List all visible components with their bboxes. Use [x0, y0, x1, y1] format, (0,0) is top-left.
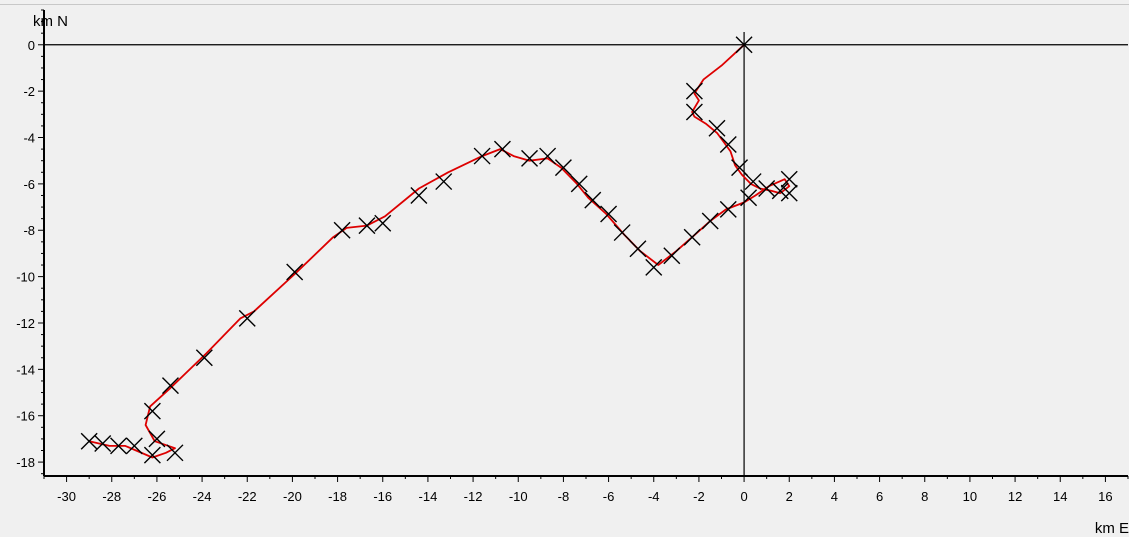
waypoint-marker	[701, 212, 719, 230]
waypoint-marker	[410, 186, 428, 204]
x-tick-label: -16	[373, 489, 392, 504]
waypoint-marker	[286, 263, 304, 281]
waypoint-marker	[685, 82, 703, 100]
x-tick-label: -8	[558, 489, 570, 504]
y-axis-label: km N	[33, 13, 68, 30]
x-tick-label: -4	[648, 489, 660, 504]
x-tick-label: 16	[1098, 489, 1112, 504]
x-tick-label: -12	[464, 489, 483, 504]
waypoint-marker	[473, 147, 491, 165]
y-tick-label: -14	[16, 362, 35, 377]
waypoint-marker	[645, 258, 663, 276]
waypoint-marker	[435, 173, 453, 191]
waypoint-marker	[143, 402, 161, 420]
waypoint-marker	[685, 103, 703, 121]
x-tick-label: -2	[693, 489, 705, 504]
waypoint-marker	[539, 147, 557, 165]
x-tick-label: -18	[328, 489, 347, 504]
x-tick-label: -20	[283, 489, 302, 504]
x-tick-label: -30	[57, 489, 76, 504]
waypoint-marker	[744, 173, 762, 191]
waypoint-marker	[708, 119, 726, 137]
y-tick-label: -6	[23, 177, 35, 192]
waypoint-marker	[80, 432, 98, 450]
x-tick-label: -28	[102, 489, 121, 504]
y-tick-label: 0	[28, 38, 35, 53]
x-tick-label: -10	[509, 489, 528, 504]
waypoint-marker	[493, 140, 511, 158]
waypoint-marker	[358, 217, 376, 235]
x-tick-label: 0	[740, 489, 747, 504]
x-tick-label: 2	[786, 489, 793, 504]
waypoint-marker	[374, 214, 392, 232]
x-tick-label: 14	[1053, 489, 1067, 504]
x-tick-label: -6	[603, 489, 615, 504]
x-tick-label: 10	[963, 489, 977, 504]
waypoint-marker	[719, 135, 737, 153]
x-tick-label: -22	[238, 489, 257, 504]
waypoint-marker	[584, 191, 602, 209]
waypoint-marker	[521, 149, 539, 167]
x-tick-label: -14	[419, 489, 438, 504]
y-tick-label: -18	[16, 455, 35, 470]
waypoint-marker	[780, 184, 798, 202]
y-tick-label: -16	[16, 409, 35, 424]
waypoint-marker	[148, 430, 166, 448]
waypoint-marker	[719, 200, 737, 218]
waypoint-marker	[663, 247, 681, 265]
y-tick-label: -4	[23, 131, 35, 146]
x-tick-label: 6	[876, 489, 883, 504]
waypoint-marker	[731, 159, 749, 177]
waypoint-marker	[570, 175, 588, 193]
waypoint-marker	[143, 446, 161, 464]
x-tick-label: 12	[1008, 489, 1022, 504]
x-tick-label: 4	[831, 489, 838, 504]
y-tick-label: -10	[16, 270, 35, 285]
waypoint-marker	[740, 189, 758, 207]
x-tick-label: -26	[148, 489, 167, 504]
x-tick-label: -24	[193, 489, 212, 504]
waypoint-marker	[600, 205, 618, 223]
waypoint-marker	[110, 437, 128, 455]
y-tick-label: -2	[23, 84, 35, 99]
track-line	[88, 44, 791, 459]
waypoint-marker	[780, 170, 798, 188]
y-tick-label: -12	[16, 316, 35, 331]
waypoint-marker	[238, 309, 256, 327]
waypoint-marker	[683, 228, 701, 246]
waypoint-marker	[333, 221, 351, 239]
waypoint-marker	[125, 437, 143, 455]
waypoint-marker	[735, 36, 753, 54]
waypoint-marker	[195, 349, 213, 367]
waypoint-marker	[554, 159, 572, 177]
waypoint-marker	[161, 377, 179, 395]
waypoint-marker	[613, 224, 631, 242]
waypoint-marker	[166, 444, 184, 462]
y-tick-label: -8	[23, 223, 35, 238]
x-axis-label: km E	[1095, 520, 1129, 537]
waypoint-marker	[629, 240, 647, 258]
x-tick-label: 8	[921, 489, 928, 504]
